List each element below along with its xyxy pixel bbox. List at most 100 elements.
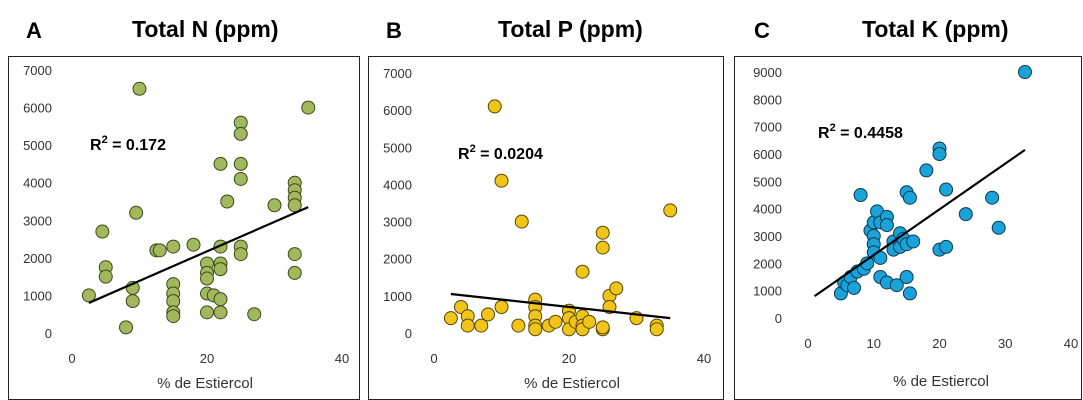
data-point	[847, 280, 862, 295]
x-tick-label: 20	[200, 351, 214, 366]
data-point	[152, 243, 167, 258]
x-tick-label: 40	[1064, 336, 1078, 351]
x-tick-label: 30	[998, 336, 1012, 351]
y-tick-label: 6000	[753, 147, 782, 162]
y-tick-label: 1000	[383, 289, 412, 304]
y-tick-label: 1000	[23, 288, 52, 303]
y-tick-label: 1000	[753, 284, 782, 299]
data-point	[460, 318, 475, 333]
y-tick-label: 0	[45, 326, 52, 341]
data-point	[991, 220, 1006, 235]
chart-title: Total N (ppm)	[132, 16, 279, 42]
data-point	[528, 322, 543, 337]
data-point	[443, 311, 458, 326]
scatter-chart-p: 0 1000 2000 3000 4000 5000 6000 7000 0 20 40 % de E…	[383, 66, 711, 392]
data-point	[609, 281, 624, 296]
data-point	[213, 156, 228, 171]
data-point	[919, 163, 934, 178]
r-squared-annotation: R2 = 0.4458	[818, 122, 903, 142]
y-tick-label: 3000	[23, 213, 52, 228]
trend-line	[450, 292, 671, 320]
data-point	[595, 225, 610, 240]
y-tick-label: 8000	[753, 92, 782, 107]
data-point	[575, 264, 590, 279]
data-point	[487, 99, 502, 114]
scatter-chart-k: 0 1000 2000 3000 4000 5000 6000 7000 8000 9000 0 10…	[753, 65, 1078, 390]
y-tick-label: 4000	[383, 177, 412, 192]
y-tick-label: 3000	[383, 215, 412, 230]
data-point	[889, 278, 904, 293]
trend-line	[88, 206, 309, 304]
r-squared-annotation: R2 = 0.172	[90, 134, 166, 154]
data-point	[233, 156, 248, 171]
y-tick-label: 0	[775, 311, 782, 326]
data-point	[213, 292, 228, 307]
data-point	[213, 305, 228, 320]
data-point	[287, 265, 302, 280]
data-point	[514, 214, 529, 229]
panel-b: B Total P (ppm) 0 1000 2000 3000 4000 5000 600…	[362, 0, 724, 400]
x-tick-label: 40	[697, 351, 711, 366]
data-point	[267, 198, 282, 213]
data-point	[98, 269, 113, 284]
x-tick-label: 0	[430, 351, 437, 366]
data-point	[958, 207, 973, 222]
y-tick-label: 4000	[23, 176, 52, 191]
data-point	[595, 320, 610, 335]
x-tick-label: 10	[867, 336, 881, 351]
y-tick-label: 6000	[23, 101, 52, 116]
data-point	[233, 171, 248, 186]
data-point	[511, 318, 526, 333]
data-point	[119, 320, 133, 335]
y-tick-label: 0	[405, 326, 412, 341]
y-tick-label: 7000	[753, 120, 782, 135]
panel-letter: C	[754, 18, 770, 43]
r-squared-annotation: R2 = 0.0204	[458, 143, 543, 163]
data-point	[879, 218, 894, 233]
data-point	[902, 286, 917, 301]
data-point	[186, 237, 201, 252]
y-tick-label: 9000	[753, 65, 782, 80]
data-point	[166, 309, 181, 324]
x-tick-label: 0	[68, 351, 75, 366]
x-tick-label: 20	[562, 351, 576, 366]
x-tick-label: 0	[804, 336, 811, 351]
x-axis-label: % de Estiercol	[524, 375, 620, 392]
data-point	[247, 307, 262, 322]
data-point	[985, 190, 1000, 205]
data-point	[853, 188, 868, 202]
data-point	[481, 307, 495, 322]
data-point	[939, 239, 954, 254]
y-tick-label: 7000	[23, 63, 52, 78]
data-point	[287, 198, 302, 213]
data-point	[939, 182, 954, 197]
data-point	[582, 314, 597, 329]
y-tick-label: 5000	[383, 140, 412, 155]
data-point	[233, 247, 248, 262]
data-point	[902, 190, 917, 205]
data-point	[129, 205, 144, 220]
plot-area	[8, 56, 360, 400]
data-point	[220, 194, 235, 209]
data-point	[166, 239, 181, 254]
data-point	[474, 318, 489, 333]
data-point	[200, 271, 214, 286]
data-point	[287, 247, 302, 262]
data-point	[233, 126, 248, 141]
x-axis-label: % de Estiercol	[893, 373, 989, 390]
chart-title: Total K (ppm)	[862, 16, 1009, 42]
x-axis-label: % de Estiercol	[157, 375, 253, 392]
data-point	[125, 294, 140, 309]
x-tick-label: 40	[335, 351, 349, 366]
data-point	[906, 234, 921, 249]
y-tick-label: 3000	[753, 229, 782, 244]
plot-area	[734, 56, 1082, 400]
data-point	[200, 305, 214, 320]
y-tick-label: 2000	[23, 251, 52, 266]
data-point	[595, 240, 610, 255]
y-tick-label: 5000	[753, 174, 782, 189]
trend-line	[813, 148, 1026, 298]
data-point	[663, 203, 678, 218]
data-point	[494, 300, 509, 314]
data-point	[301, 100, 316, 115]
